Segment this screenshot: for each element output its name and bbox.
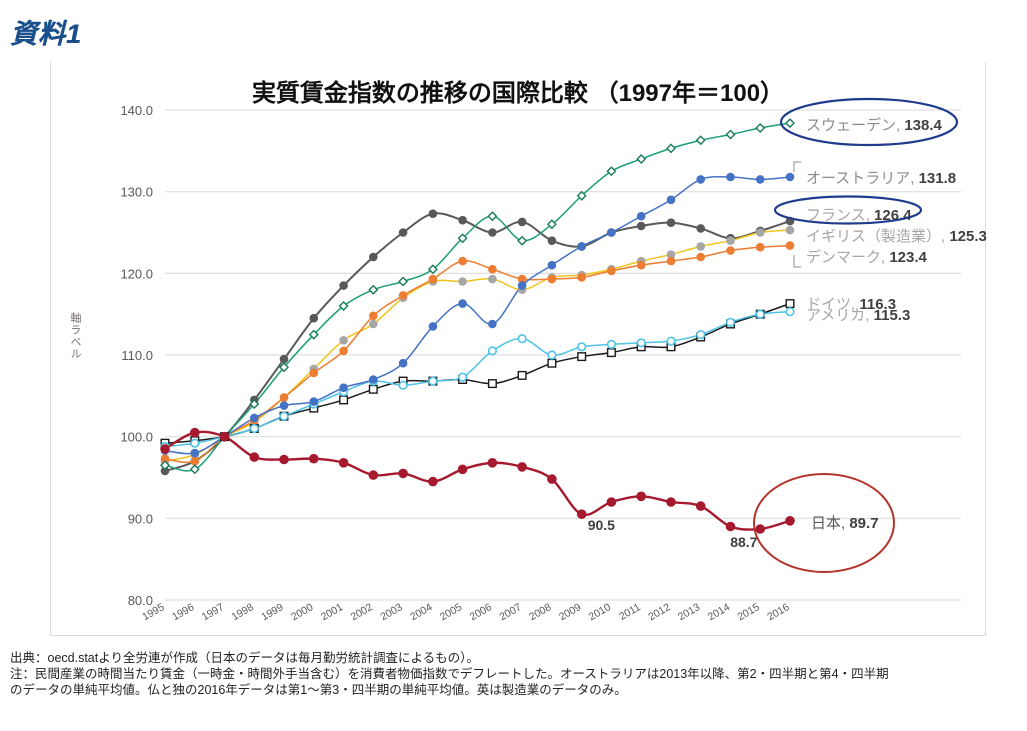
svg-text:80.0: 80.0 [128,593,153,608]
svg-text:アメリカ, 115.3: アメリカ, 115.3 [806,307,910,324]
svg-text:100.0: 100.0 [120,430,153,445]
svg-text:2010: 2010 [587,601,613,623]
svg-text:2011: 2011 [617,601,643,623]
svg-text:イギリス（製造業）, 125.3: イギリス（製造業）, 125.3 [806,228,987,245]
svg-text:2001: 2001 [319,601,345,623]
svg-text:デンマーク, 123.4: デンマーク, 123.4 [806,248,928,266]
svg-text:90.0: 90.0 [128,511,153,526]
svg-text:1998: 1998 [230,601,256,623]
svg-text:2009: 2009 [557,601,583,623]
svg-text:フランス, 126.4: フランス, 126.4 [806,207,912,224]
svg-text:2003: 2003 [378,601,404,623]
svg-text:88.7: 88.7 [730,534,757,550]
svg-text:130.0: 130.0 [120,185,153,200]
svg-text:90.5: 90.5 [588,517,615,533]
svg-text:2005: 2005 [438,601,464,623]
svg-text:オーストラリア, 131.8: オーストラリア, 131.8 [806,170,956,187]
svg-text:2006: 2006 [468,601,494,623]
svg-text:2013: 2013 [676,601,702,623]
svg-text:1999: 1999 [259,601,285,623]
svg-text:日本, 89.7: 日本, 89.7 [811,515,879,532]
svg-text:2015: 2015 [735,601,761,623]
svg-text:120.0: 120.0 [120,266,153,281]
svg-text:2007: 2007 [497,601,523,623]
svg-text:2002: 2002 [349,601,375,623]
svg-text:スウェーデン, 138.4: スウェーデン, 138.4 [806,116,943,134]
svg-text:1996: 1996 [170,601,196,623]
svg-text:1997: 1997 [200,601,226,623]
svg-text:2014: 2014 [706,601,732,623]
svg-text:2012: 2012 [646,601,672,623]
svg-text:140.0: 140.0 [120,103,153,118]
svg-text:2008: 2008 [527,601,553,623]
svg-text:2016: 2016 [765,601,791,623]
svg-text:2000: 2000 [289,601,315,623]
svg-text:2004: 2004 [408,601,434,623]
svg-text:110.0: 110.0 [121,348,153,363]
